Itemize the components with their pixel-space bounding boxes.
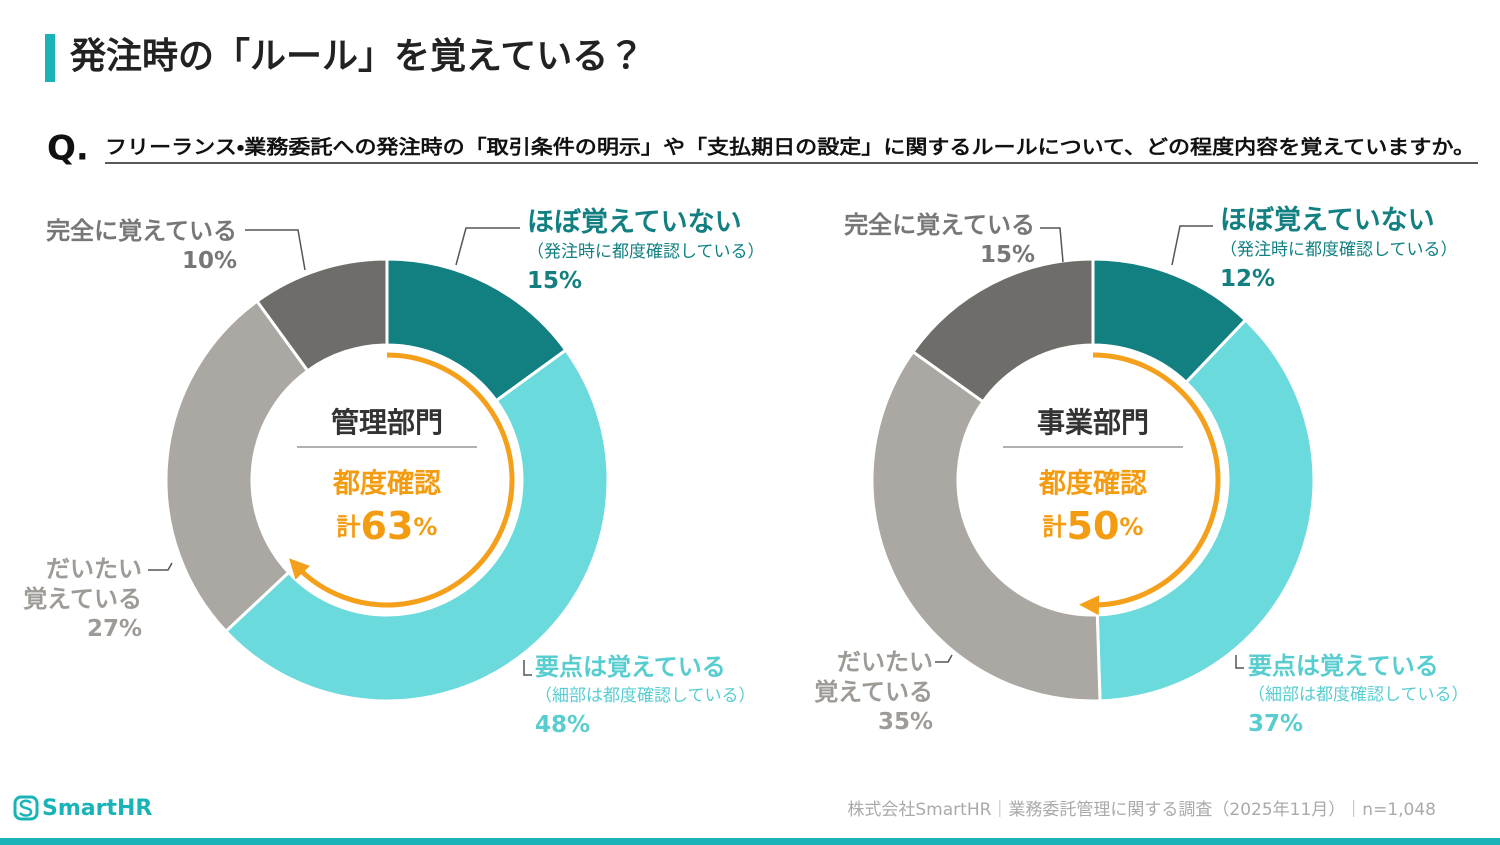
leader-line [1040, 227, 1064, 263]
donut-slice [870, 349, 1102, 703]
category-label: 完全に覚えている [844, 211, 1035, 239]
total-unit: % [413, 513, 437, 541]
total-arrow [289, 352, 515, 608]
value-label: 37% [1248, 711, 1304, 737]
leader-line [148, 562, 173, 571]
total-prefix: 計 [337, 513, 361, 541]
leader-line [935, 654, 953, 663]
leader-line [1235, 655, 1244, 669]
donut-slice [255, 257, 389, 373]
brand: SmartHR [42, 796, 152, 821]
question-mark: Q. [47, 129, 89, 169]
category-label: 要点は覚えている [535, 653, 726, 681]
slice-label: 完全に覚えている 10% [46, 216, 237, 276]
slice-label: 完全に覚えている 15% [844, 210, 1035, 270]
center-title: 管理部門 [331, 406, 443, 439]
logo-icon [13, 795, 39, 821]
total-prefix: 計 [1043, 513, 1067, 541]
center-label: 都度確認 [1038, 468, 1147, 500]
value-label: 12% [1220, 266, 1276, 292]
slice-label: ほぼ覚えていない （発注時に都度確認している） 12% [1220, 206, 1458, 294]
category-note: （発注時に都度確認している） [1220, 240, 1458, 260]
footer-bar [0, 838, 1500, 845]
total-unit: % [1119, 513, 1143, 541]
center-total: 計50% [1043, 504, 1144, 548]
category-label: だいたい 覚えている [814, 648, 933, 706]
total-value: 50 [1067, 504, 1120, 548]
leader-line [455, 227, 520, 266]
category-note: （細部は都度確認している） [535, 686, 756, 706]
value-label: 15% [527, 268, 583, 294]
category-label: だいたい 覚えている [23, 555, 142, 613]
value-label: 10% [181, 248, 237, 274]
slice-label: 要点は覚えている （細部は都度確認している） 48% [535, 652, 756, 740]
logo-glyph [19, 799, 33, 817]
donut-slice [910, 257, 1095, 404]
center-title: 事業部門 [1037, 406, 1149, 439]
total-arrow [1079, 352, 1221, 616]
slice-label: だいたい 覚えている 27% [23, 554, 142, 644]
value-label: 48% [535, 712, 591, 738]
total-value: 63 [361, 504, 414, 548]
donut-slice [223, 348, 610, 703]
question: フリーランス・業務委託への発注時の「取引条件の明示」や「支払期日の設定」に関する… [105, 136, 1475, 159]
source: 株式会社SmartHR｜業務委託管理に関する調査（2025年11月）｜n=1,0… [847, 800, 1436, 820]
value-label: 35% [877, 709, 933, 735]
category-note: （細部は都度確認している） [1248, 685, 1469, 705]
leader-line [523, 660, 532, 676]
leader-line [245, 229, 306, 271]
category-note: （発注時に都度確認している） [527, 242, 765, 262]
category-label: 完全に覚えている [46, 217, 237, 245]
slice-label: 要点は覚えている （細部は都度確認している） 37% [1248, 651, 1469, 739]
value-label: 27% [86, 616, 142, 642]
value-label: 15% [979, 242, 1035, 268]
category-label: ほぼ覚えていない [527, 207, 742, 238]
center-label: 都度確認 [332, 468, 441, 500]
donut-slice [164, 299, 310, 634]
page-title: 発注時の「ルール」を覚えている？ [70, 36, 644, 77]
leader-line [1171, 225, 1213, 266]
category-label: ほぼ覚えていない [1220, 205, 1435, 236]
slice-label: ほぼ覚えていない （発注時に都度確認している） 15% [527, 208, 765, 296]
donut-slice [1095, 317, 1316, 703]
slice-label: だいたい 覚えている 35% [814, 647, 933, 737]
title-accent [45, 34, 55, 82]
category-label: 要点は覚えている [1248, 652, 1439, 680]
center-total: 計63% [337, 504, 438, 548]
